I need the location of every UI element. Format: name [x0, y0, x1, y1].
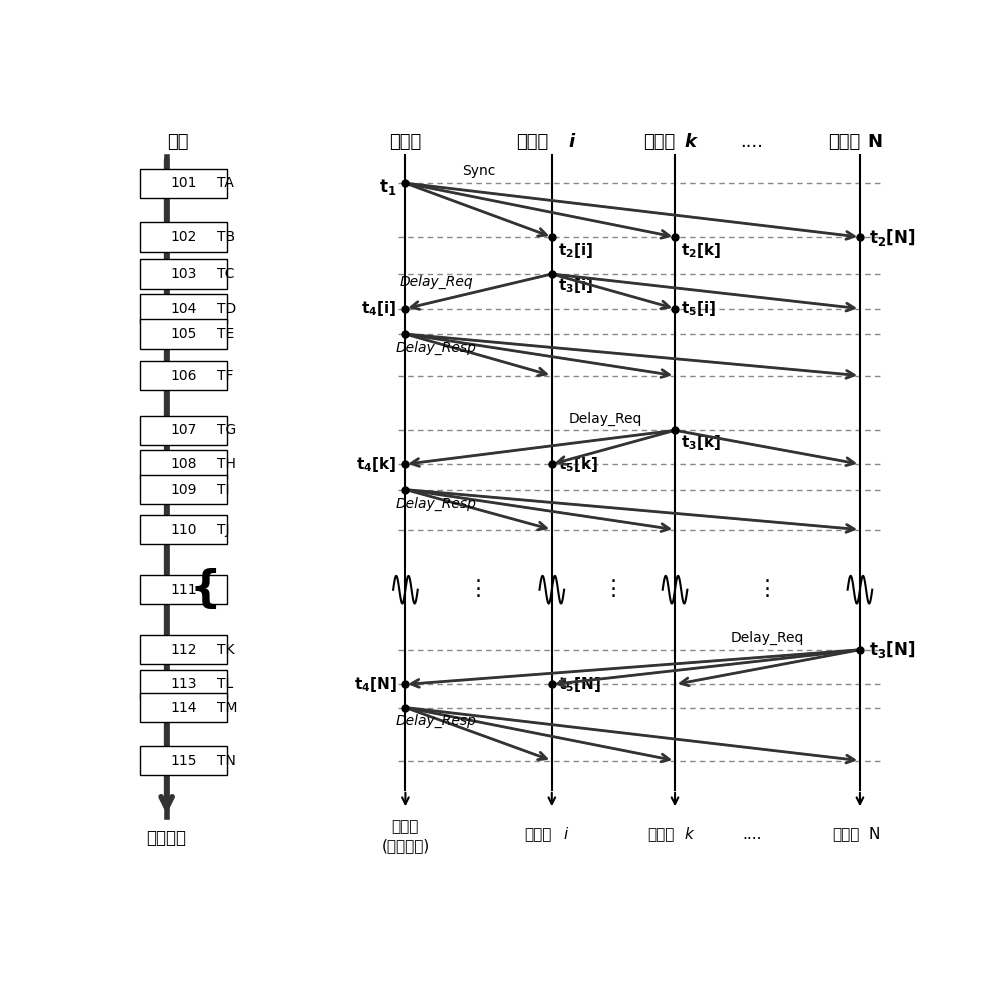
- Text: TL: TL: [217, 677, 233, 691]
- Text: 112: 112: [170, 643, 197, 657]
- Text: 109: 109: [170, 483, 197, 497]
- Text: Delay_Resp: Delay_Resp: [396, 496, 477, 511]
- FancyBboxPatch shape: [139, 319, 228, 349]
- Text: $\mathbf{t_2}$[k]: $\mathbf{t_2}$[k]: [681, 241, 722, 260]
- Text: k: k: [685, 133, 697, 151]
- Text: TN: TN: [217, 754, 236, 768]
- Text: 106: 106: [170, 369, 197, 383]
- FancyBboxPatch shape: [139, 575, 228, 604]
- Text: Delay_Resp: Delay_Resp: [396, 714, 477, 728]
- FancyBboxPatch shape: [139, 746, 228, 775]
- Text: TH: TH: [217, 457, 236, 471]
- Text: 115: 115: [170, 754, 197, 768]
- Text: TB: TB: [217, 230, 235, 244]
- Text: TJ: TJ: [217, 523, 230, 537]
- Text: 110: 110: [170, 523, 197, 537]
- Text: TE: TE: [217, 327, 234, 341]
- Text: 111: 111: [170, 583, 197, 597]
- Text: ·: ·: [610, 572, 617, 592]
- Text: TK: TK: [217, 643, 235, 657]
- Text: $\mathbf{t_4}$[k]: $\mathbf{t_4}$[k]: [356, 455, 397, 474]
- Text: N: N: [868, 133, 883, 151]
- Text: Sync: Sync: [462, 164, 495, 178]
- Text: 101: 101: [170, 176, 197, 190]
- FancyBboxPatch shape: [139, 670, 228, 699]
- Text: 从时钟: 从时钟: [832, 827, 860, 842]
- Text: ....: ....: [743, 827, 761, 842]
- Text: ·: ·: [610, 580, 617, 600]
- Text: TD: TD: [217, 302, 236, 316]
- FancyBboxPatch shape: [139, 416, 228, 445]
- Text: $\mathbf{t_5}$[N]: $\mathbf{t_5}$[N]: [558, 675, 600, 694]
- Text: {: {: [189, 568, 221, 611]
- Text: 104: 104: [170, 302, 197, 316]
- Text: 从节点: 从节点: [828, 133, 861, 151]
- Text: 从时钟: 从时钟: [524, 827, 552, 842]
- Text: 从时钟: 从时钟: [647, 827, 675, 842]
- Text: 主时钟: 主时钟: [392, 819, 419, 834]
- Text: $\mathbf{t_3}$[k]: $\mathbf{t_3}$[k]: [681, 433, 722, 452]
- Text: TI: TI: [217, 483, 230, 497]
- Text: 114: 114: [170, 701, 197, 715]
- Text: ·: ·: [475, 587, 482, 607]
- Text: TC: TC: [217, 267, 235, 281]
- Text: $\mathbf{t_5}$[k]: $\mathbf{t_5}$[k]: [558, 455, 598, 474]
- Text: 从节点: 从节点: [643, 133, 676, 151]
- Text: ·: ·: [764, 580, 771, 600]
- FancyBboxPatch shape: [139, 361, 228, 390]
- Text: Delay_Resp: Delay_Resp: [396, 341, 477, 355]
- FancyBboxPatch shape: [139, 294, 228, 323]
- Text: ·: ·: [764, 587, 771, 607]
- Text: TM: TM: [217, 701, 238, 715]
- Text: k: k: [685, 827, 694, 842]
- Text: (全局时间): (全局时间): [382, 839, 429, 854]
- Text: 从节点: 从节点: [517, 133, 549, 151]
- FancyBboxPatch shape: [139, 259, 228, 289]
- Text: 主节点: 主节点: [390, 133, 421, 151]
- Text: N: N: [868, 827, 880, 842]
- Text: Delay_Req: Delay_Req: [731, 631, 804, 645]
- Text: 参考时间: 参考时间: [147, 829, 187, 847]
- Text: 103: 103: [170, 267, 197, 281]
- Text: ....: ....: [741, 133, 763, 151]
- FancyBboxPatch shape: [139, 169, 228, 198]
- Text: $\mathbf{t_4}$[N]: $\mathbf{t_4}$[N]: [354, 675, 397, 694]
- Text: $\mathbf{t_3}$[i]: $\mathbf{t_3}$[i]: [558, 276, 593, 295]
- Text: TA: TA: [217, 176, 234, 190]
- Text: ·: ·: [764, 572, 771, 592]
- Text: $\mathbf{t_5}$[i]: $\mathbf{t_5}$[i]: [681, 299, 717, 318]
- Text: $\mathbf{t_1}$: $\mathbf{t_1}$: [379, 177, 397, 197]
- Text: i: i: [564, 827, 568, 842]
- Text: 107: 107: [170, 423, 197, 437]
- FancyBboxPatch shape: [139, 515, 228, 544]
- Text: $\mathbf{t_2}$[N]: $\mathbf{t_2}$[N]: [869, 227, 915, 248]
- Text: TG: TG: [217, 423, 236, 437]
- FancyBboxPatch shape: [139, 450, 228, 479]
- Text: 113: 113: [170, 677, 197, 691]
- Text: 102: 102: [170, 230, 197, 244]
- Text: 步骤: 步骤: [167, 133, 189, 151]
- Text: $\mathbf{t_2}$[i]: $\mathbf{t_2}$[i]: [558, 241, 593, 260]
- Text: TF: TF: [217, 369, 234, 383]
- Text: ·: ·: [475, 580, 482, 600]
- Text: $\mathbf{t_4}$[i]: $\mathbf{t_4}$[i]: [361, 299, 397, 318]
- Text: 105: 105: [170, 327, 197, 341]
- FancyBboxPatch shape: [139, 475, 228, 504]
- Text: ·: ·: [475, 572, 482, 592]
- Text: ·: ·: [610, 587, 617, 607]
- FancyBboxPatch shape: [139, 693, 228, 722]
- Text: Delay_Req: Delay_Req: [569, 412, 642, 426]
- Text: i: i: [568, 133, 575, 151]
- Text: $\mathbf{t_3}$[N]: $\mathbf{t_3}$[N]: [869, 639, 915, 660]
- Text: 108: 108: [170, 457, 197, 471]
- Text: Delay_Req: Delay_Req: [400, 275, 473, 289]
- FancyBboxPatch shape: [139, 635, 228, 664]
- FancyBboxPatch shape: [139, 222, 228, 252]
